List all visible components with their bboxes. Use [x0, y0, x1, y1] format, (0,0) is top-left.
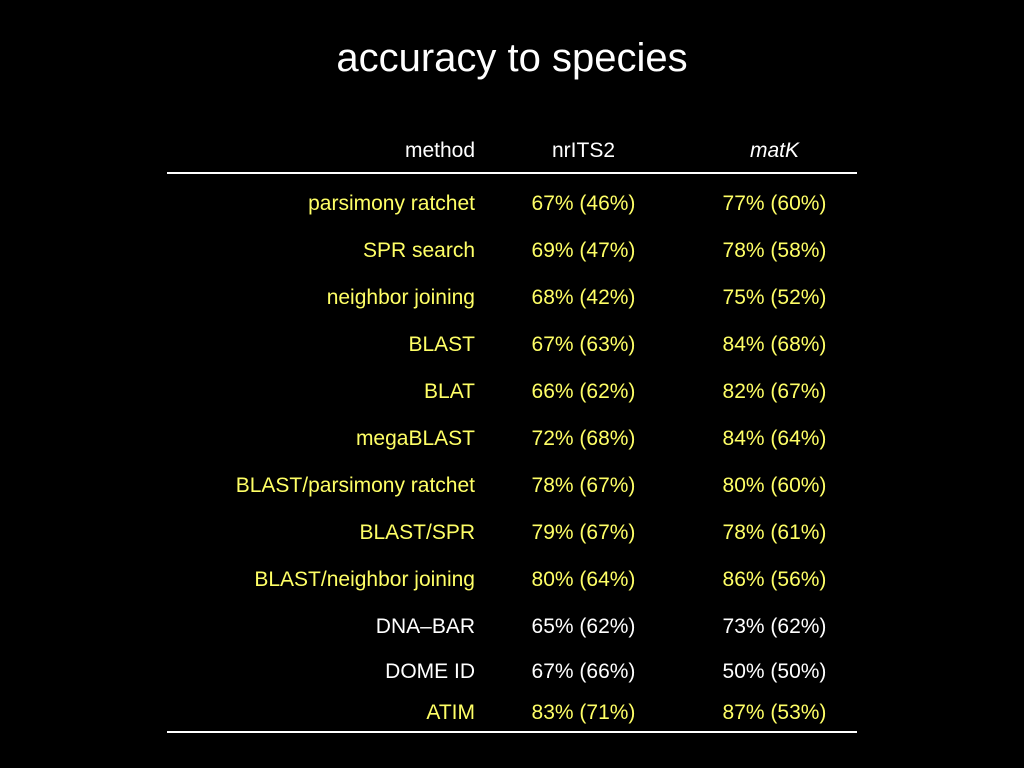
nrits2-cell: 68% (42%)	[531, 285, 636, 309]
header-nrits2: nrITS2	[551, 139, 616, 162]
nrits2-cell: 67% (63%)	[531, 332, 636, 356]
table-row: SPR search 69% (47%) 78% (58%)	[167, 227, 857, 274]
matk-cell: 78% (58%)	[722, 238, 827, 262]
header-matk: matK	[749, 139, 799, 162]
header-method: method	[404, 139, 475, 162]
method-cell: SPR search	[362, 238, 475, 262]
method-cell: DOME ID	[385, 660, 475, 683]
table-row: BLAST/neighbor joining 80% (64%) 86% (56%)	[167, 556, 857, 603]
nrits2-cell: 72% (68%)	[531, 426, 636, 450]
method-cell: BLAT	[424, 379, 475, 403]
matk-cell: 82% (67%)	[722, 379, 827, 403]
matk-cell: 84% (68%)	[722, 332, 827, 356]
table-row: BLAST/SPR 79% (67%) 78% (61%)	[167, 509, 857, 556]
method-cell: BLAST/neighbor joining	[254, 567, 475, 591]
nrits2-cell: 67% (46%)	[531, 191, 636, 215]
table-row: BLAST 67% (63%) 84% (68%)	[167, 321, 857, 368]
table-row: DOME ID 67% (66%) 50% (50%)	[167, 650, 857, 694]
table-row: DNA–BAR 65% (62%) 73% (62%)	[167, 603, 857, 650]
method-cell: neighbor joining	[326, 285, 475, 309]
matk-cell: 78% (61%)	[722, 520, 827, 544]
method-cell: parsimony ratchet	[308, 191, 475, 215]
nrits2-cell: 83% (71%)	[531, 700, 636, 724]
method-cell: megaBLAST	[355, 426, 475, 450]
nrits2-cell: 65% (62%)	[531, 614, 636, 638]
table-row: megaBLAST 72% (68%) 84% (64%)	[167, 415, 857, 462]
table-row: ATIM 83% (71%) 87% (53%)	[167, 694, 857, 733]
method-cell: ATIM	[426, 700, 475, 724]
nrits2-cell: 69% (47%)	[531, 238, 636, 262]
table-header-row: method nrITS2 matK	[167, 130, 857, 174]
method-cell: BLAST	[408, 332, 475, 356]
matk-cell: 73% (62%)	[722, 614, 827, 638]
table-row: BLAST/parsimony ratchet 78% (67%) 80% (60%…	[167, 462, 857, 509]
table-row: BLAT 66% (62%) 82% (67%)	[167, 368, 857, 415]
table-body: parsimony ratchet 67% (46%) 77% (60%) SPR s…	[167, 174, 857, 733]
matk-cell: 84% (64%)	[722, 426, 827, 450]
table-row: neighbor joining 68% (42%) 75% (52%)	[167, 274, 857, 321]
slide-title: accuracy to species	[336, 36, 688, 80]
matk-cell: 87% (53%)	[722, 700, 827, 724]
matk-cell: 75% (52%)	[722, 285, 827, 309]
nrits2-cell: 78% (67%)	[531, 473, 636, 497]
method-cell: DNA–BAR	[375, 614, 475, 638]
matk-cell: 77% (60%)	[722, 191, 827, 215]
method-cell: BLAST/SPR	[359, 520, 475, 544]
nrits2-cell: 80% (64%)	[531, 567, 636, 591]
method-cell: BLAST/parsimony ratchet	[235, 473, 475, 497]
matk-cell: 80% (60%)	[722, 473, 827, 497]
table-row: parsimony ratchet 67% (46%) 77% (60%)	[167, 180, 857, 227]
matk-cell: 86% (56%)	[722, 567, 827, 591]
nrits2-cell: 67% (66%)	[531, 660, 636, 683]
nrits2-cell: 79% (67%)	[531, 520, 636, 544]
nrits2-cell: 66% (62%)	[531, 379, 636, 403]
results-table: method nrITS2 matK parsimony ratchet 67% …	[167, 130, 857, 733]
matk-cell: 50% (50%)	[722, 660, 827, 683]
